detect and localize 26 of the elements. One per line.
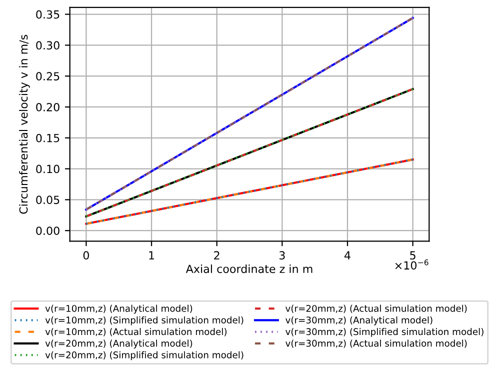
y-tick-label: 0.35 [36, 10, 60, 19]
x-tick-label: 0 [83, 251, 89, 260]
legend-label: v(r=30mm,z) (Analytical model) [286, 316, 432, 326]
y-tick-label: 0.05 [36, 196, 60, 204]
legend-label: v(r=10mm,z) (Simplified simulation model) [45, 316, 244, 326]
x-tick-label: 4 [344, 251, 350, 260]
y-tick-label: 0.25 [36, 72, 60, 80]
x-axis-title: Axial coordinate z in m [186, 264, 312, 274]
legend-label: v(r=20mm,z) (Analytical model) [45, 340, 192, 349]
text: ×10$^{−6}$ [395, 259, 428, 270]
y-tick-label: 0.00 [36, 226, 60, 235]
y-axis-title: Circumferential velocity v in m/s [19, 34, 30, 214]
x-tick-label: 5 [410, 251, 416, 260]
x-tick-label: 1 [149, 251, 154, 260]
y-tick-label: 0.15 [36, 134, 60, 142]
legend-label: v(r=10mm,z) (Actual simulation model) [45, 328, 226, 336]
legend-label: v(r=30mm,z) (Simplified simulation model) [286, 328, 484, 337]
x-tick-label: 3 [279, 251, 285, 260]
legend-label: v(r=30mm,z) (Actual simulation model) [286, 340, 467, 348]
legend-label: v(r=20mm,z) (Actual simulation model) [286, 304, 467, 313]
legend-label: v(r=20mm,z) (Simplified simulation model) [45, 351, 244, 360]
y-tick-label: 0.30 [36, 41, 60, 50]
legend-label: v(r=10mm,z) (Analytical model) [45, 304, 192, 314]
y-tick-label: 0.20 [36, 102, 60, 112]
y-tick-label: 0.10 [36, 164, 60, 174]
x-tick-label: 2 [214, 251, 220, 260]
